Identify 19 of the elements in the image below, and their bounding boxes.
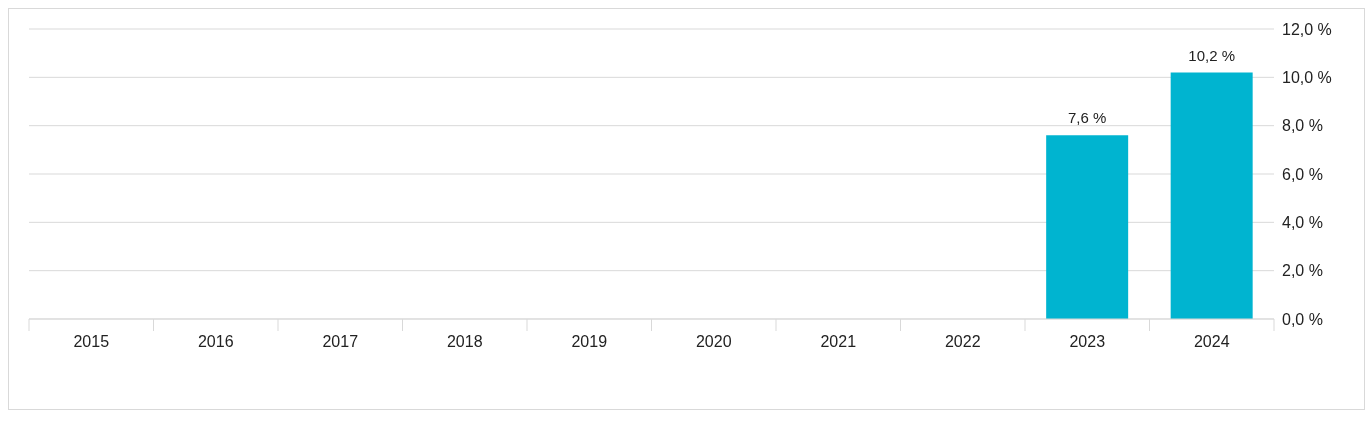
x-tick-label: 2018 bbox=[446, 333, 483, 350]
x-tick-label: 2024 bbox=[1193, 333, 1230, 350]
y-tick-label: 4,0 % bbox=[1282, 214, 1323, 232]
y-tick-label: 0,0 % bbox=[1282, 310, 1323, 328]
y-tick-label: 2,0 % bbox=[1282, 262, 1323, 280]
data-label: 7,6 % bbox=[1067, 109, 1107, 127]
y-tick-label: 12,0 % bbox=[1282, 20, 1332, 38]
x-tick-label: 2016 bbox=[197, 333, 234, 350]
x-tick-label: 2015 bbox=[73, 333, 110, 350]
x-tick-label: 2022 bbox=[944, 333, 981, 350]
y-tick-label: 6,0 % bbox=[1282, 165, 1323, 183]
x-tick-label: 2023 bbox=[1069, 333, 1106, 350]
x-tick-label: 2021 bbox=[820, 333, 857, 350]
x-tick-label: 2019 bbox=[571, 333, 608, 350]
x-tick-label: 2020 bbox=[695, 333, 732, 350]
data-label: 10,2 % bbox=[1188, 46, 1236, 64]
x-tick-label: 2017 bbox=[322, 333, 359, 350]
y-tick-label: 8,0 % bbox=[1282, 117, 1323, 135]
y-tick-label: 10,0 % bbox=[1282, 69, 1332, 87]
